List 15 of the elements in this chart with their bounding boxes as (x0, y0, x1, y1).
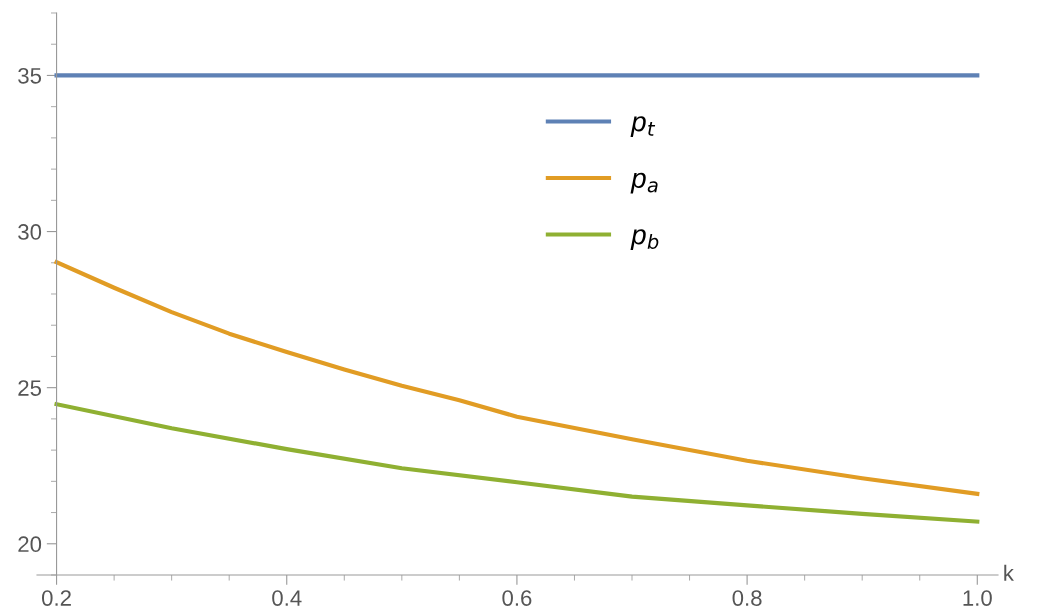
line-series (54, 402, 980, 524)
y-tick-label: 20 (18, 536, 42, 553)
line-series (54, 260, 980, 496)
y-tick-label: 35 (18, 67, 42, 84)
x-tick-label: 0.8 (732, 590, 762, 606)
legend-label: p$_{a}$ (630, 172, 658, 194)
y-tick-label: 30 (18, 224, 42, 240)
legend-label: p$_{t}$ (630, 116, 656, 137)
x-axis-title: k (1004, 564, 1014, 581)
x-tick-label: 0.2 (41, 590, 71, 606)
y-tick-label: 25 (18, 380, 42, 396)
x-tick-label: 1.0 (963, 590, 992, 606)
legend-label: p$_{b}$ (630, 229, 659, 250)
x-tick-label: 0.4 (272, 590, 302, 606)
x-tick-label: 0.6 (502, 590, 532, 606)
